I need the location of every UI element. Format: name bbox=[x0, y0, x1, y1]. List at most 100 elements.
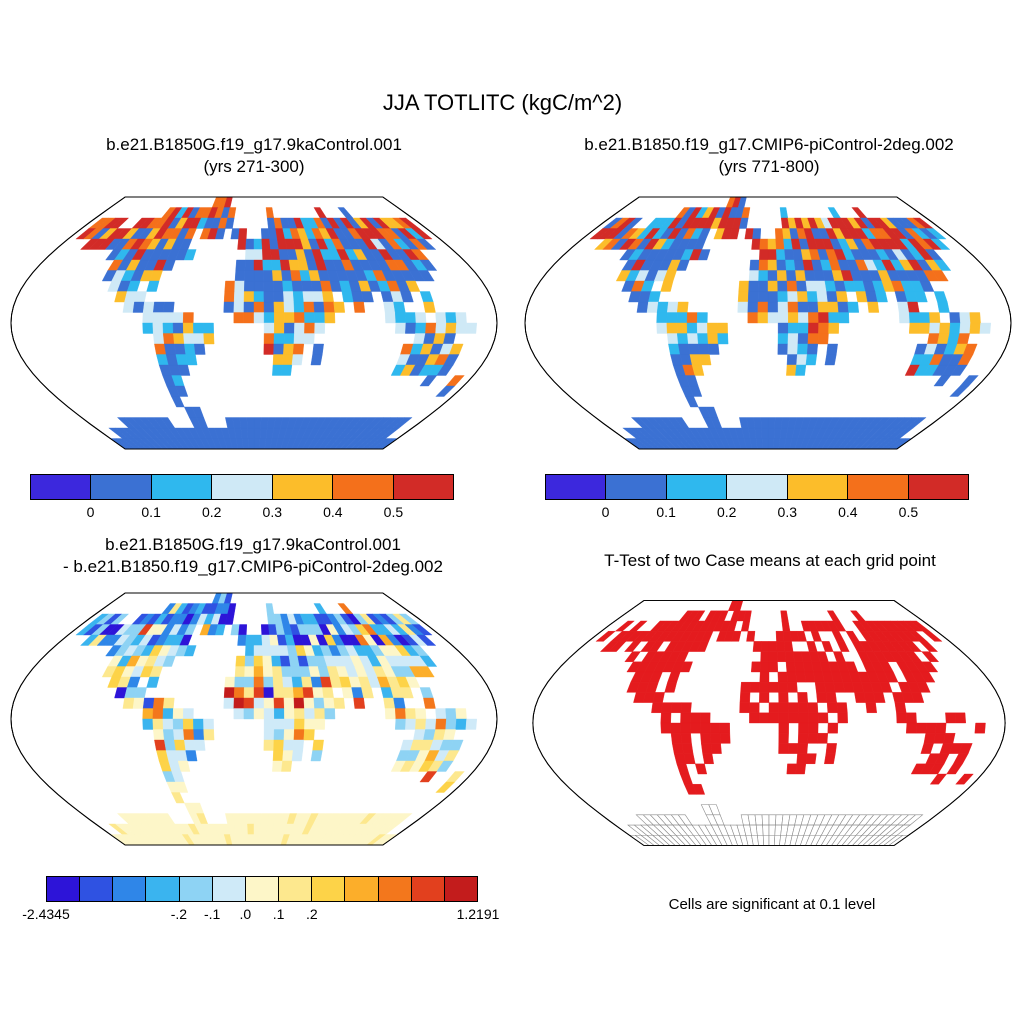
grid-cell bbox=[182, 322, 194, 334]
grid-cell bbox=[690, 722, 701, 734]
grid-cell bbox=[937, 301, 950, 313]
grid-cell bbox=[240, 427, 249, 439]
grid-cell bbox=[172, 322, 184, 334]
grid-cell bbox=[709, 733, 721, 744]
grid-cell bbox=[284, 718, 295, 730]
grid-cell bbox=[957, 333, 970, 345]
grid-cell bbox=[260, 228, 270, 240]
grid-cell bbox=[827, 301, 839, 313]
grid-cell bbox=[752, 228, 762, 240]
grid-cell bbox=[754, 427, 763, 439]
colorbar-segment bbox=[31, 475, 92, 499]
grid-cell bbox=[795, 763, 807, 775]
grid-cell bbox=[435, 322, 447, 334]
colorbar-segment bbox=[848, 475, 909, 499]
grid-cell bbox=[175, 385, 189, 397]
grid-cell bbox=[162, 259, 176, 271]
grid-cell bbox=[828, 312, 840, 324]
grid-cell bbox=[411, 624, 433, 636]
panel-title-bottom-left-line1: b.e21.B1850G.f19_g17.9kaControl.001 bbox=[105, 535, 401, 554]
grid-cell bbox=[755, 824, 764, 836]
grid-cell bbox=[776, 259, 787, 271]
grid-cell bbox=[837, 301, 849, 313]
grid-cell bbox=[717, 322, 728, 334]
colorbar-tick-labels: 0 0.1 0.2 0.3 0.4 0.5 bbox=[30, 504, 454, 522]
grid-cell bbox=[744, 228, 754, 240]
colorbar-segment bbox=[91, 475, 152, 499]
grid-cell bbox=[152, 312, 164, 324]
panel-title-top-left-line1: b.e21.B1850G.f19_g17.9kaControl.001 bbox=[106, 135, 402, 154]
grid-cell bbox=[767, 291, 779, 303]
grid-cell bbox=[263, 312, 275, 324]
grid-cell bbox=[313, 301, 325, 313]
grid-cell bbox=[353, 697, 366, 709]
grid-cell bbox=[283, 343, 295, 355]
grid-cell bbox=[322, 291, 334, 303]
grid-cell bbox=[826, 702, 838, 713]
grid-cell bbox=[894, 702, 907, 713]
grid-cell bbox=[304, 312, 316, 324]
grid-cell bbox=[353, 301, 366, 313]
grid-cell bbox=[786, 671, 797, 683]
grid-cell bbox=[415, 708, 427, 720]
grid-cell bbox=[759, 692, 770, 703]
colorbar-segment bbox=[908, 475, 968, 499]
grid-cell bbox=[786, 280, 798, 292]
grid-cell bbox=[751, 238, 761, 250]
grid-cell bbox=[162, 718, 174, 730]
grid-cell bbox=[945, 712, 957, 724]
grid-cell bbox=[778, 692, 789, 703]
grid-cell bbox=[253, 427, 261, 439]
grid-cell bbox=[233, 708, 245, 720]
grid-cell bbox=[253, 834, 261, 846]
map-outline bbox=[10, 592, 498, 846]
grid-cell bbox=[247, 823, 255, 835]
grid-cell bbox=[666, 312, 678, 324]
grid-cell bbox=[177, 760, 191, 772]
grid-cell bbox=[786, 763, 797, 775]
grid-cell bbox=[162, 655, 176, 667]
grid-cell bbox=[435, 385, 456, 397]
grid-cell bbox=[767, 312, 779, 324]
colorbar-segment bbox=[312, 877, 346, 901]
grid-cell bbox=[419, 375, 438, 387]
grid-cell bbox=[292, 291, 305, 303]
grid-cell bbox=[284, 708, 295, 720]
grid-cell bbox=[253, 280, 265, 292]
grid-cell bbox=[455, 708, 467, 720]
grid-cell bbox=[291, 750, 304, 762]
grid-cell bbox=[283, 291, 295, 303]
colorbar-segment bbox=[151, 475, 213, 499]
grid-cell bbox=[787, 333, 799, 345]
grid-cell bbox=[817, 733, 829, 744]
grid-cell bbox=[759, 671, 770, 683]
grid-cell bbox=[294, 322, 305, 334]
grid-cell bbox=[762, 824, 770, 836]
grid-cell bbox=[415, 718, 427, 730]
grid-cell bbox=[757, 834, 765, 846]
grid-cell bbox=[310, 354, 323, 366]
grid-cell bbox=[666, 301, 679, 313]
grid-cell bbox=[445, 312, 457, 324]
grid-cell bbox=[676, 333, 689, 345]
grid-cell bbox=[788, 712, 799, 724]
grid-cell bbox=[164, 739, 177, 751]
grid-cell bbox=[748, 270, 760, 282]
grid-cell bbox=[193, 322, 204, 334]
grid-cell bbox=[243, 280, 255, 292]
grid-cell bbox=[776, 641, 786, 652]
grid-cell bbox=[896, 712, 908, 724]
grid-cell bbox=[314, 312, 326, 324]
grid-cell bbox=[670, 722, 681, 734]
grid-cell bbox=[304, 708, 316, 720]
grid-cell bbox=[425, 322, 437, 334]
grid-cell bbox=[183, 645, 197, 657]
colorbar-tick-label: -.2 bbox=[170, 906, 188, 922]
grid-cell bbox=[465, 322, 478, 334]
world-map-svg bbox=[532, 600, 1006, 846]
world-map-svg bbox=[524, 196, 1012, 450]
grid-cell bbox=[193, 333, 205, 345]
colorbar-segment bbox=[279, 877, 313, 901]
grid-cell bbox=[405, 708, 417, 720]
grid-cell bbox=[323, 301, 335, 313]
